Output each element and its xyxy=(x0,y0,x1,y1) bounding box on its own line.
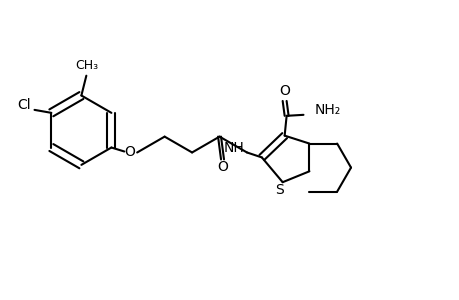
Text: Cl: Cl xyxy=(17,98,30,112)
Text: O: O xyxy=(279,84,290,98)
Text: NH₂: NH₂ xyxy=(313,103,340,117)
Text: CH₃: CH₃ xyxy=(75,59,98,72)
Text: S: S xyxy=(275,183,284,197)
Text: NH: NH xyxy=(223,140,244,154)
Text: O: O xyxy=(123,146,134,160)
Text: O: O xyxy=(217,160,228,174)
